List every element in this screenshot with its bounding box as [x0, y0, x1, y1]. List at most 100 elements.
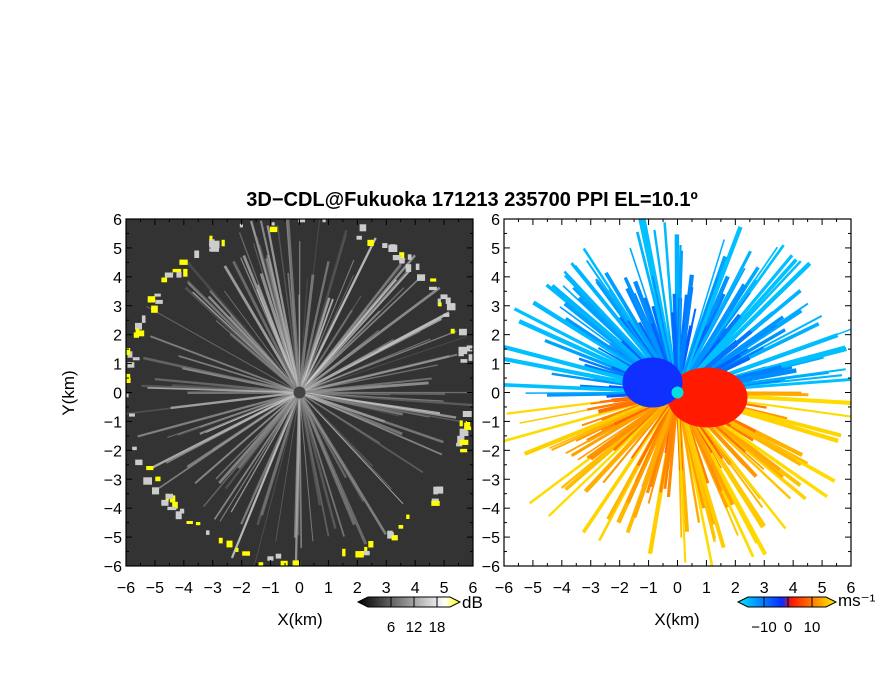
intensity-ray [276, 224, 301, 393]
edge-echo [355, 551, 364, 558]
intensity-ray [299, 392, 392, 490]
intensity-colorbar-ramp [356, 596, 462, 608]
edge-echo [161, 499, 169, 506]
edge-echo [407, 254, 412, 260]
intensity-ray [298, 279, 397, 393]
edge-echo [147, 296, 156, 303]
edge-echo [126, 393, 129, 398]
y-tick-label: 2 [491, 328, 500, 345]
edge-echo [359, 224, 367, 232]
intensity-ray [186, 280, 301, 394]
edge-echo [179, 508, 185, 514]
colorbar-tick-label: 0 [784, 619, 792, 636]
intensity-ray [232, 260, 301, 394]
edge-echo [405, 264, 412, 272]
intensity-ray [299, 392, 381, 444]
edge-echo [406, 514, 410, 519]
edge-echo [135, 328, 140, 336]
intensity-ray [167, 392, 300, 438]
intensity-colorbar-unit: dB [462, 593, 483, 612]
velocity-colorbar-unit: ms⁻¹ [838, 591, 876, 610]
intensity-ray [298, 392, 345, 537]
edge-echo [161, 277, 168, 283]
x-tick-label: −6 [495, 580, 513, 597]
y-tick-label: −1 [482, 414, 500, 431]
edge-echo [415, 263, 420, 270]
intensity-ray [147, 386, 300, 394]
intensity-ray [299, 348, 380, 394]
edge-echo [430, 278, 437, 282]
intensity-ray [219, 392, 300, 522]
edge-echo [462, 411, 472, 417]
edge-echo [392, 255, 401, 261]
edge-echo [446, 303, 456, 311]
intensity-ray [177, 391, 300, 436]
x-tick-label: 2 [353, 580, 362, 597]
y-tick-label: 1 [491, 357, 500, 374]
intensity-ray [298, 392, 330, 537]
intensity-ray [253, 392, 300, 566]
edge-echo [194, 250, 200, 258]
intensity-ray [186, 391, 301, 468]
edge-echo [132, 446, 137, 451]
edge-echo [322, 219, 326, 223]
edge-echo [437, 298, 441, 307]
edge-echo [429, 286, 437, 291]
intensity-ray [256, 236, 301, 393]
x-tick-label: −3 [204, 580, 222, 597]
intensity-ray [256, 392, 301, 526]
edge-echo [209, 239, 215, 246]
velocity-x-tick-labels: −6 −5 −4 −3 −2 −1 0 1 2 3 4 5 6 [495, 580, 856, 597]
x-tick-label: 1 [324, 580, 333, 597]
intensity-ray [260, 392, 301, 516]
edge-echo [473, 396, 480, 404]
edge-echo [436, 486, 444, 494]
edge-echo [356, 235, 362, 240]
intensity-y-tick-labels: −6 −5 −4 −3 −2 −1 0 1 2 3 4 5 6 [104, 212, 122, 576]
intensity-ray [298, 264, 403, 394]
edge-echo [176, 272, 182, 278]
x-tick-label: −2 [233, 580, 251, 597]
x-tick-label: −4 [175, 580, 193, 597]
intensity-edge-echoes [126, 219, 480, 566]
x-tick-label: 3 [382, 580, 391, 597]
x-tick-label: 0 [295, 580, 304, 597]
intensity-ray [298, 298, 334, 393]
colorbar-tick-label: 18 [429, 619, 446, 636]
y-tick-label: 1 [113, 357, 122, 374]
intensity-ray [299, 391, 441, 415]
velocity-rays [504, 219, 851, 566]
edge-echo [175, 511, 182, 520]
x-tick-label: 6 [469, 580, 478, 597]
intensity-ray [286, 219, 301, 393]
edge-echo [132, 357, 140, 361]
edge-echo [391, 535, 398, 541]
intensity-ray [209, 290, 301, 394]
edge-echo [417, 274, 426, 281]
intensity-ray [251, 392, 301, 499]
edge-echo [165, 493, 174, 499]
x-tick-label: 4 [789, 580, 798, 597]
intensity-ray [223, 290, 300, 393]
intensity-ray [194, 391, 301, 485]
intensity-ray [299, 391, 444, 444]
edge-echo [440, 294, 448, 300]
edge-echo [431, 500, 440, 506]
intensity-axis-ticks [125, 218, 474, 567]
edge-echo [450, 328, 455, 334]
y-tick-label: −3 [104, 472, 122, 489]
x-tick-label: −5 [524, 580, 542, 597]
intensity-colorbar-ticks: 6 12 18 [387, 597, 446, 636]
edge-echo [269, 226, 278, 233]
edge-echo [211, 240, 220, 249]
y-tick-label: −3 [482, 472, 500, 489]
edge-echo [398, 525, 404, 529]
edge-echo [458, 352, 464, 357]
y-tick-label: 6 [113, 212, 122, 229]
edge-echo [155, 299, 163, 304]
intensity-ray [154, 377, 300, 394]
edge-echo [466, 345, 473, 352]
x-tick-label: 5 [818, 580, 827, 597]
intensity-ray [299, 354, 450, 394]
velocity-core [622, 357, 683, 408]
